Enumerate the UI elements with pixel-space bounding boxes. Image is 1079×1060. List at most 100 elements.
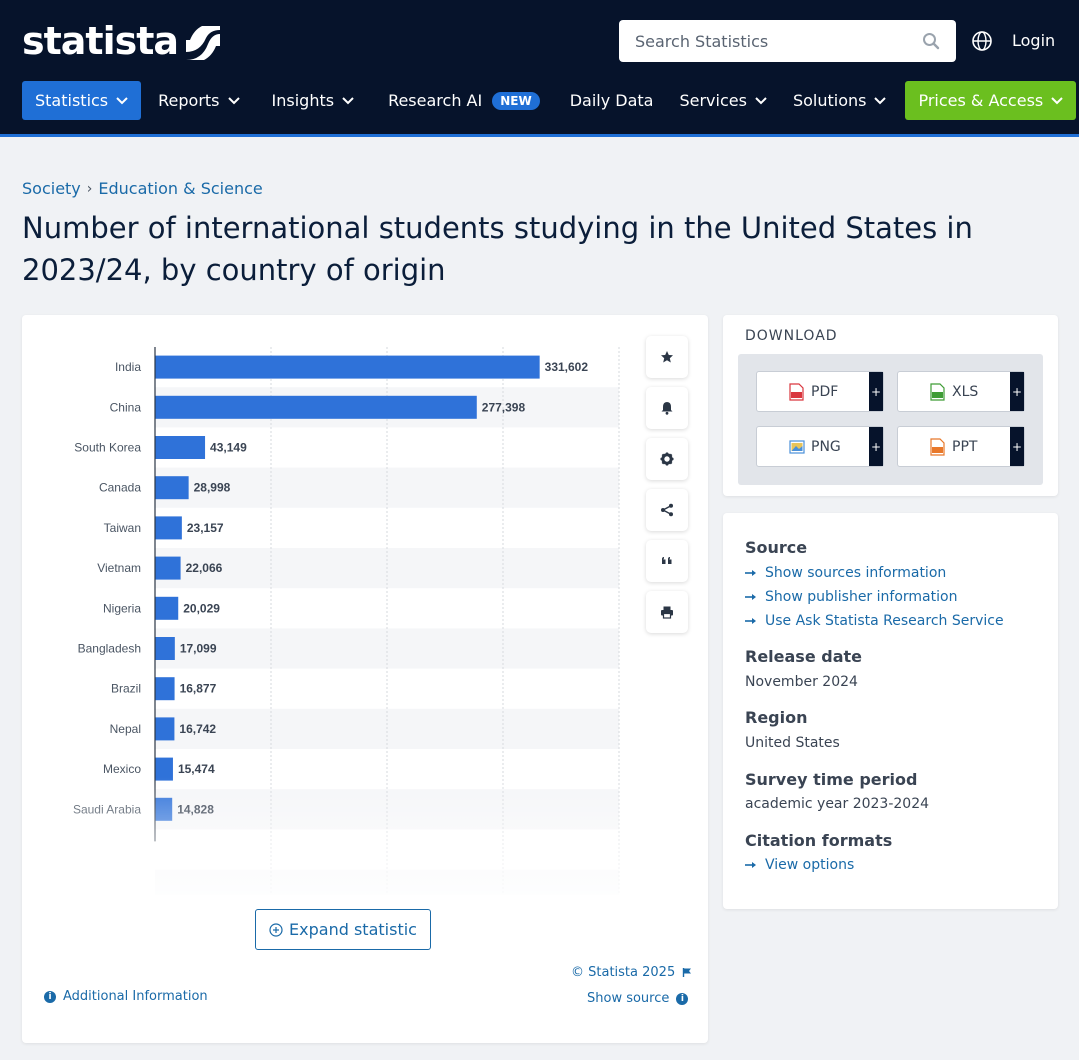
nav-label: Daily Data xyxy=(570,91,654,110)
bar-canada[interactable] xyxy=(155,476,189,499)
nav-solutions[interactable]: Solutions xyxy=(780,81,900,120)
breadcrumb-society[interactable]: Society xyxy=(22,179,81,198)
nav-insights[interactable]: Insights xyxy=(259,81,368,120)
settings-button[interactable] xyxy=(646,438,688,480)
breadcrumb-education-science[interactable]: Education & Science xyxy=(98,179,262,198)
flag-icon xyxy=(682,967,692,978)
star-icon xyxy=(660,350,674,364)
download-xls-button[interactable]: XLS + xyxy=(897,371,1025,412)
search-box[interactable] xyxy=(619,20,956,62)
bar-nepal[interactable] xyxy=(155,717,174,740)
png-plus[interactable]: + xyxy=(869,427,883,466)
bar-vietnam[interactable] xyxy=(155,557,181,580)
download-title: DOWNLOAD xyxy=(745,328,838,344)
show-source-text: Show source xyxy=(587,991,669,1006)
login-link[interactable]: Login xyxy=(1012,31,1055,50)
nav-label: Services xyxy=(679,91,746,110)
survey-period-heading: Survey time period xyxy=(745,770,917,789)
favorite-button[interactable] xyxy=(646,336,688,378)
arrow-right-icon xyxy=(745,593,757,601)
bar-taiwan[interactable] xyxy=(155,516,182,539)
nav-statistics[interactable]: Statistics xyxy=(22,81,141,120)
chevron-down-icon xyxy=(342,97,354,105)
quote-icon xyxy=(660,554,674,568)
info-icon: i xyxy=(44,991,56,1003)
pdf-file-icon xyxy=(789,383,805,401)
download-area: PDF + XLS + PNG + PPT + xyxy=(738,354,1043,485)
ask-statista-link[interactable]: Use Ask Statista Research Service xyxy=(745,613,1004,629)
chevron-down-icon xyxy=(1051,97,1063,105)
bar-chart: India 331,602 China 277,398 South Korea 43,14… xyxy=(22,315,642,895)
nav-reports[interactable]: Reports xyxy=(145,81,252,120)
top-header: statista Login Statistics Reports Insigh… xyxy=(0,0,1079,137)
nav-prices-access[interactable]: Prices & Access xyxy=(905,81,1076,120)
bar-south-korea[interactable] xyxy=(155,436,205,459)
data-label: 15,474 xyxy=(178,762,215,776)
nav-daily-data[interactable]: Daily Data xyxy=(557,81,667,120)
cite-button[interactable] xyxy=(646,540,688,582)
expand-statistic-button[interactable]: Expand statistic xyxy=(255,909,431,950)
nav-services[interactable]: Services xyxy=(666,81,779,120)
download-pdf-button[interactable]: PDF + xyxy=(756,371,884,412)
category-label: Nepal xyxy=(110,722,141,736)
copyright-link[interactable]: © Statista 2025 xyxy=(571,965,692,980)
arrow-right-icon xyxy=(745,617,757,625)
view-options-link[interactable]: View options xyxy=(745,857,854,873)
search-icon[interactable] xyxy=(922,32,940,50)
page-title: Number of international students studyin… xyxy=(22,207,1032,291)
logo-mark-icon xyxy=(186,26,220,60)
additional-information-text: Additional Information xyxy=(63,989,208,1004)
data-label: 20,029 xyxy=(183,601,220,615)
region-value: United States xyxy=(745,735,840,751)
globe-icon[interactable] xyxy=(971,30,993,52)
link-text: Show sources information xyxy=(765,565,946,581)
show-source-link[interactable]: Show source i xyxy=(587,991,688,1006)
share-button[interactable] xyxy=(646,489,688,531)
bar-nigeria[interactable] xyxy=(155,597,178,620)
data-label: 16,742 xyxy=(179,722,216,736)
search-input[interactable] xyxy=(635,32,922,51)
statista-logo[interactable]: statista xyxy=(22,18,220,64)
data-label: 43,149 xyxy=(210,441,247,455)
chevron-down-icon xyxy=(755,97,767,105)
bell-icon xyxy=(660,401,674,415)
link-text: Use Ask Statista Research Service xyxy=(765,613,1004,629)
link-text: Show publisher information xyxy=(765,589,957,605)
download-png-button[interactable]: PNG + xyxy=(756,426,884,467)
print-button[interactable] xyxy=(646,591,688,633)
nav-label: Solutions xyxy=(793,91,867,110)
gear-icon xyxy=(660,452,674,466)
nav-label: Research AI xyxy=(388,91,482,110)
pdf-plus[interactable]: + xyxy=(869,372,883,411)
nav-label: Prices & Access xyxy=(918,91,1043,110)
breadcrumb: Society › Education & Science xyxy=(22,179,263,198)
copyright-text: © Statista 2025 xyxy=(571,965,675,980)
ppt-plus[interactable]: + xyxy=(1010,427,1024,466)
xls-plus[interactable]: + xyxy=(1010,372,1024,411)
png-label: PNG xyxy=(811,439,841,455)
category-label: Nigeria xyxy=(103,601,141,615)
category-label: Brazil xyxy=(111,682,141,696)
show-sources-link[interactable]: Show sources information xyxy=(745,565,946,581)
nav-label: Statistics xyxy=(35,91,108,110)
download-ppt-button[interactable]: PPT + xyxy=(897,426,1025,467)
bar-india[interactable] xyxy=(155,356,540,379)
bar-bangladesh[interactable] xyxy=(155,637,175,660)
chevron-down-icon xyxy=(228,97,240,105)
show-publisher-link[interactable]: Show publisher information xyxy=(745,589,957,605)
nav-research-ai[interactable]: Research AI NEW xyxy=(375,81,553,120)
bar-brazil[interactable] xyxy=(155,677,175,700)
additional-information-link[interactable]: i Additional Information xyxy=(44,989,208,1004)
data-label: 28,998 xyxy=(194,481,231,495)
xls-file-icon xyxy=(930,383,946,401)
category-label: Canada xyxy=(99,481,141,495)
new-badge: NEW xyxy=(492,92,539,110)
citation-heading: Citation formats xyxy=(745,831,892,850)
ppt-label: PPT xyxy=(952,439,977,455)
notification-button[interactable] xyxy=(646,387,688,429)
category-label: South Korea xyxy=(74,441,141,455)
main-nav: Statistics Reports Insights Research AI … xyxy=(22,81,1076,120)
bar-china[interactable] xyxy=(155,396,477,419)
category-label: India xyxy=(115,360,141,374)
data-label: 17,099 xyxy=(180,642,217,656)
